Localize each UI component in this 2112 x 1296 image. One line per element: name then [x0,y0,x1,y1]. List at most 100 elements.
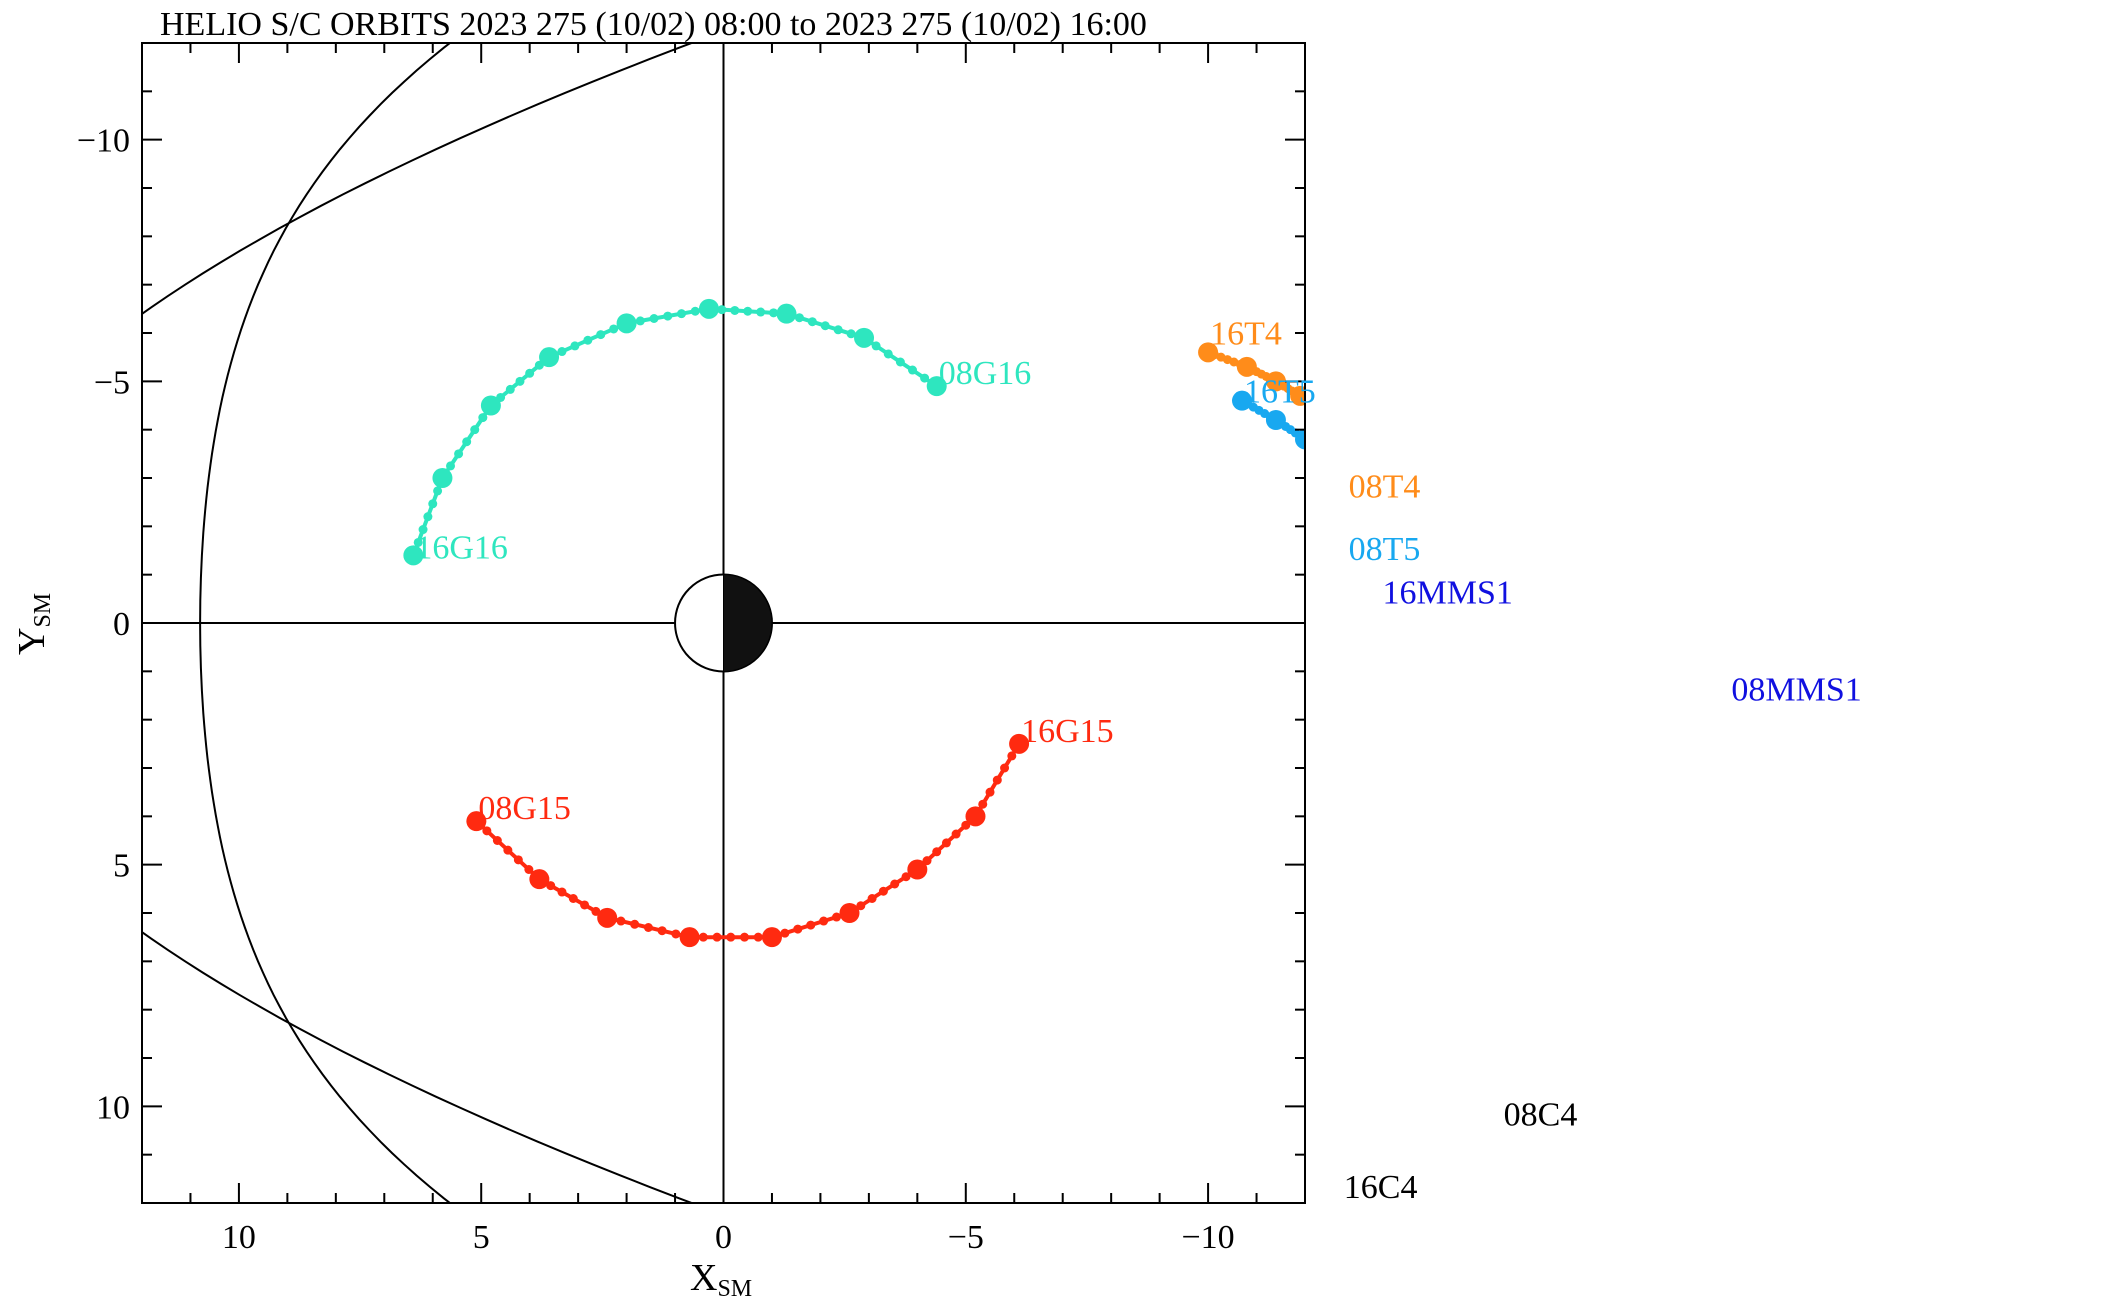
minor-point [769,308,779,318]
hour-point [965,806,986,827]
y-axis-label: YSM [11,593,56,655]
hour-point [432,468,453,488]
y-axis-label-main: Y [11,628,53,655]
minor-point [951,829,961,839]
offscale-label: 16C4 [1344,1169,1418,1206]
minor-point [428,499,438,509]
hour-point [1265,371,1286,392]
minor-point [454,449,464,459]
minor-point [794,313,804,323]
minor-point [941,838,951,848]
offscale-label: 08MMS1 [1731,671,1861,708]
minor-point [513,855,523,865]
minor-point [753,932,763,942]
minor-point [616,916,626,926]
minor-point [677,309,687,319]
hour-point [839,903,860,923]
hour-point [466,811,487,832]
minor-point [907,365,917,375]
minor-point [856,901,866,911]
minor-point [833,325,843,335]
minor-point [503,845,513,855]
series-g15 [466,733,1030,948]
minor-point [978,799,988,809]
y-tick-label: 10 [96,1089,130,1126]
y-tick-label: 0 [113,606,130,643]
hour-point [1290,385,1305,406]
plot-area: 10 5 0 −5 −10 −10 −5 0 5 10 08G16 16G16 08G15 16G15 16… [77,42,1862,1256]
minor-point [478,413,488,423]
end-label: 16G15 [1021,713,1114,750]
hour-point [529,869,550,890]
minor-point [793,924,803,934]
series-t4 [1198,342,1305,406]
minor-point [756,307,766,317]
x-tick-label: −5 [948,1219,984,1256]
minor-point [524,865,534,874]
minor-point [871,341,881,351]
minor-point [1000,763,1010,773]
minor-point [505,384,515,394]
x-axis-label-main: X [690,1257,717,1296]
y-tick-label: 5 [113,848,130,885]
minor-point [583,335,593,345]
earth-night-side [723,574,773,672]
minor-point [470,425,480,435]
hour-point [926,376,947,397]
minor-point [630,919,640,929]
minor-point [643,923,653,932]
minor-point [846,329,856,339]
minor-point [570,341,580,351]
minor-point [1007,751,1017,761]
minor-point [580,900,590,910]
magnetopause-curve [199,43,452,1203]
minor-point [418,525,428,535]
offscale-label: 08C4 [1504,1097,1578,1134]
minor-point [820,321,830,331]
minor-point [557,347,567,357]
minor-point [557,887,567,897]
minor-point [698,932,708,942]
minor-point [832,912,842,922]
minor-point [920,373,930,383]
hour-point [597,907,618,928]
minor-point [726,932,736,942]
minor-point [663,311,673,321]
hour-point [679,927,700,948]
minor-point [819,916,829,926]
minor-point [671,929,681,939]
x-tick-label: 10 [222,1219,256,1256]
minor-point [780,928,790,938]
offscale-label: 08T5 [1349,531,1421,568]
hour-point [854,327,875,348]
minor-point [867,894,877,903]
minor-point [985,787,995,797]
hour-point [1236,356,1257,377]
minor-point [690,306,700,316]
minor-point [492,836,502,845]
bow-shock-curve [142,43,695,1203]
series-t5 [1232,390,1305,450]
hour-point [776,303,797,324]
hour-point [761,927,782,948]
minor-point [423,512,433,522]
end-label: 16G16 [415,529,508,566]
minor-point [462,437,472,447]
x-tick-label: 0 [715,1219,732,1256]
minor-point [717,305,727,315]
y-tick-label: −5 [94,364,130,401]
minor-point [446,461,456,471]
minor-point [649,314,659,323]
minor-point [609,324,619,334]
chart-title: HELIO S/C ORBITS 2023 275 (10/02) 08:00 … [160,6,1147,43]
minor-point [883,349,893,359]
minor-point [739,932,749,942]
minor-point [413,537,423,547]
minor-point [596,330,606,340]
minor-point [807,317,817,327]
series-g16 [403,298,947,566]
minor-point [992,775,1002,785]
minor-point [568,894,578,903]
x-tick-label: −10 [1181,1219,1234,1256]
